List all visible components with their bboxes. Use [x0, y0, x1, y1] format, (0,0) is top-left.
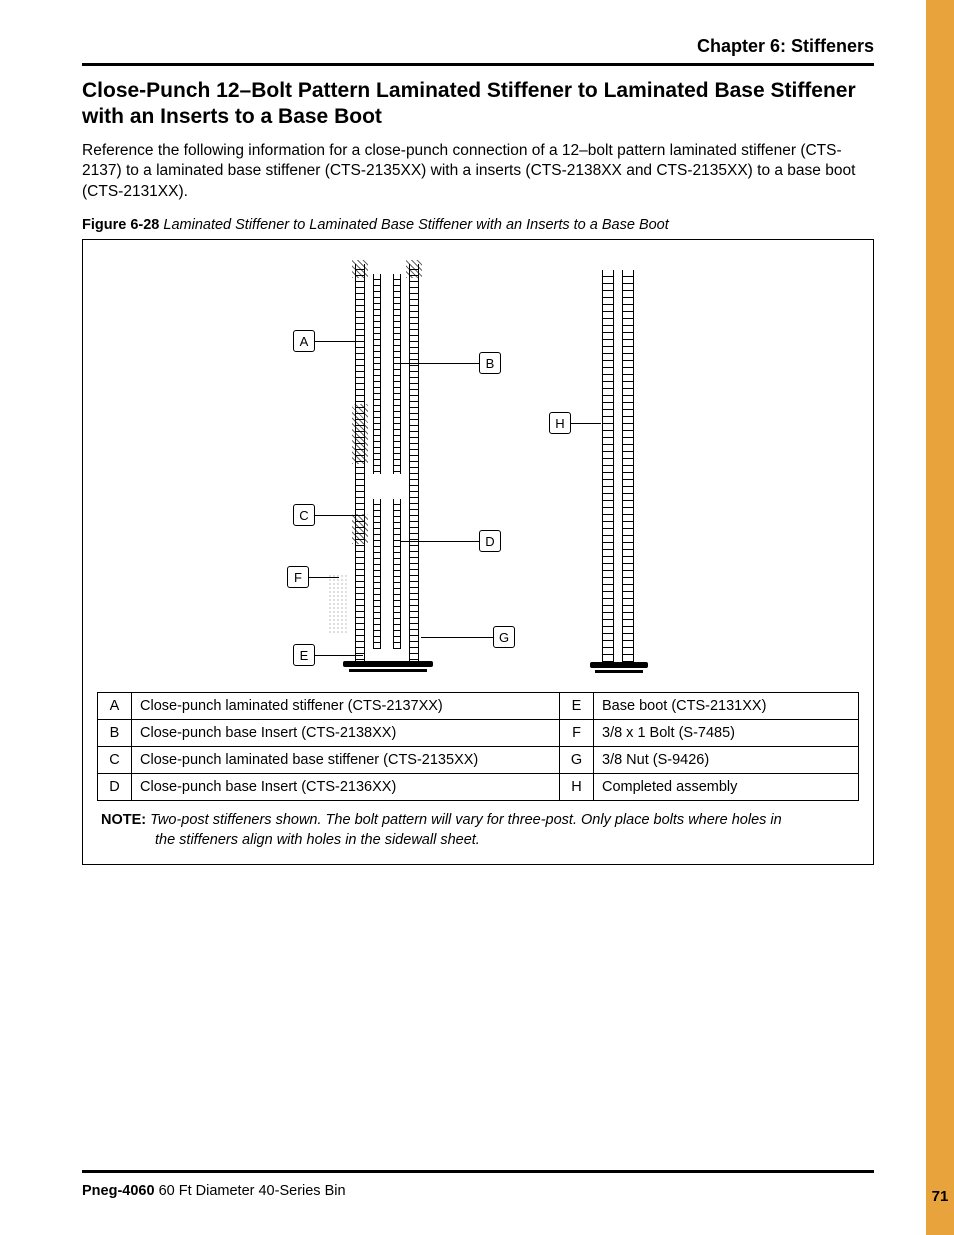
insert-D-right [393, 499, 401, 649]
callout-B-bubble: B [479, 352, 501, 374]
callout-B-lead [401, 363, 479, 364]
content-area: Chapter 6: Stiffeners Close-Punch 12–Bol… [82, 36, 874, 865]
callout-C-lead [315, 515, 355, 516]
legend-key: A [98, 693, 132, 720]
callout-F: F [287, 566, 339, 588]
callout-H: H [549, 412, 601, 434]
figure-box: A B C D [82, 239, 874, 865]
callout-G-bubble: G [493, 626, 515, 648]
figure-label: Figure 6-28 [82, 217, 159, 233]
figure-caption-text: Laminated Stiffener to Laminated Base St… [163, 217, 668, 233]
callout-E-lead [315, 655, 363, 656]
stiffener-C-left [355, 486, 365, 661]
legend-key: E [560, 693, 594, 720]
callout-C-bubble: C [293, 504, 315, 526]
chapter-header: Chapter 6: Stiffeners [82, 36, 874, 63]
callout-H-lead [571, 423, 601, 424]
legend-desc: Base boot (CTS-2131XX) [594, 693, 859, 720]
insert-B-left [373, 274, 381, 474]
stiffener-A-right [409, 264, 419, 524]
callout-F-bubble: F [287, 566, 309, 588]
intro-paragraph: Reference the following information for … [82, 141, 874, 204]
legend-desc: Close-punch laminated base stiffener (CT… [132, 747, 560, 774]
callout-D: D [401, 530, 501, 552]
note-line1: Two-post stiffeners shown. The bolt patt… [150, 812, 782, 828]
page-number: 71 [926, 1188, 954, 1205]
callout-G-lead [421, 637, 493, 638]
note-label: NOTE: [101, 812, 146, 828]
legend-desc: Close-punch laminated stiffener (CTS-213… [132, 693, 560, 720]
callout-A-lead [315, 341, 355, 342]
assembly-H-right [622, 270, 634, 662]
legend-key: H [560, 774, 594, 801]
assembly-H-foot [595, 670, 643, 673]
callout-H-bubble: H [549, 412, 571, 434]
table-row: BClose-punch base Insert (CTS-2138XX)F3/… [98, 720, 859, 747]
footer-row: Pneg-4060 60 Ft Diameter 40-Series Bin [82, 1183, 874, 1199]
callout-A-bubble: A [293, 330, 315, 352]
callout-G: G [421, 626, 515, 648]
side-accent-stripe [926, 0, 954, 1235]
callout-C: C [293, 504, 355, 526]
table-row: DClose-punch base Insert (CTS-2136XX)HCo… [98, 774, 859, 801]
doc-id: Pneg-4060 [82, 1183, 155, 1199]
page: Chapter 6: Stiffeners Close-Punch 12–Bol… [0, 0, 954, 1235]
callout-B: B [401, 352, 501, 374]
assembly-H-plate [590, 662, 648, 668]
stiffener-A-left [355, 264, 365, 524]
stiffener-C-right [409, 486, 419, 661]
insert-B-right [393, 274, 401, 474]
callout-E-bubble: E [293, 644, 315, 666]
footer-left: Pneg-4060 60 Ft Diameter 40-Series Bin [82, 1183, 346, 1199]
table-row: CClose-punch laminated base stiffener (C… [98, 747, 859, 774]
legend-key: C [98, 747, 132, 774]
legend-key: B [98, 720, 132, 747]
legend-desc: Completed assembly [594, 774, 859, 801]
callout-E: E [293, 644, 363, 666]
figure-caption: Figure 6-28 Laminated Stiffener to Lamin… [82, 217, 874, 233]
assembly-H-left [602, 270, 614, 662]
bolt-hatch-mid [352, 404, 368, 464]
legend-key: D [98, 774, 132, 801]
legend-key: F [560, 720, 594, 747]
callout-D-lead [401, 541, 479, 542]
legend-desc: Close-punch base Insert (CTS-2138XX) [132, 720, 560, 747]
bolt-hatch-top2 [406, 260, 422, 278]
baseboot-E-foot [349, 669, 427, 672]
section-title: Close-Punch 12–Bolt Pattern Laminated St… [82, 78, 874, 131]
header-rule [82, 63, 874, 66]
footer-rule [82, 1170, 874, 1173]
figure-note: NOTE: Two-post stiffeners shown. The bol… [97, 811, 859, 852]
callout-F-lead [309, 577, 339, 578]
doc-title: 60 Ft Diameter 40-Series Bin [155, 1183, 346, 1199]
callout-A: A [293, 330, 355, 352]
diagram: A B C D [97, 254, 859, 684]
note-line2: the stiffeners align with holes in the s… [101, 831, 855, 851]
legend-desc: 3/8 x 1 Bolt (S-7485) [594, 720, 859, 747]
table-row: AClose-punch laminated stiffener (CTS-21… [98, 693, 859, 720]
page-footer: Pneg-4060 60 Ft Diameter 40-Series Bin [82, 1170, 874, 1199]
legend-key: G [560, 747, 594, 774]
legend-table: AClose-punch laminated stiffener (CTS-21… [97, 692, 859, 801]
insert-D-left [373, 499, 381, 649]
legend-desc: Close-punch base Insert (CTS-2136XX) [132, 774, 560, 801]
callout-D-bubble: D [479, 530, 501, 552]
legend-desc: 3/8 Nut (S-9426) [594, 747, 859, 774]
bolt-hatch-top [352, 260, 368, 278]
